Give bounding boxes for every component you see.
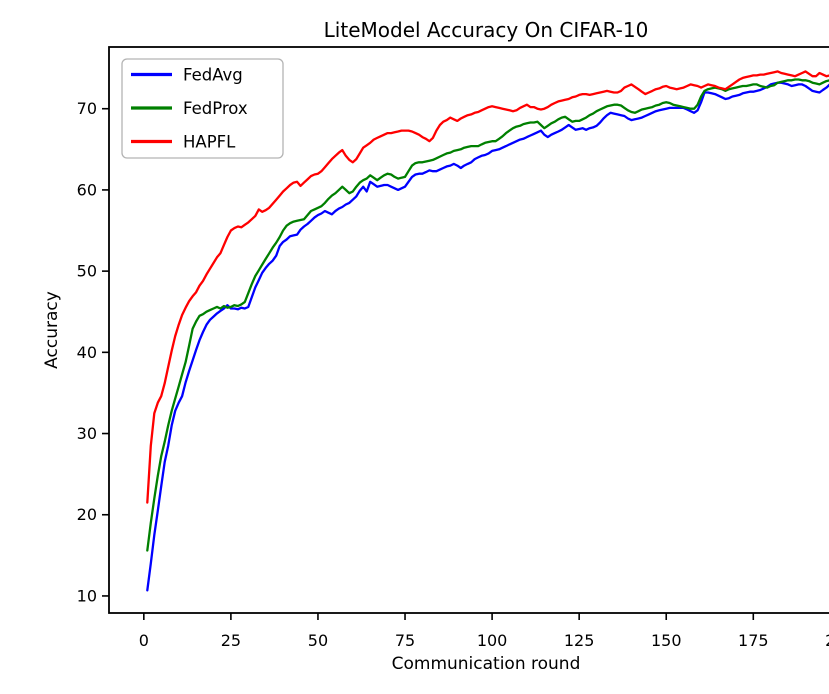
series-line-fedprox <box>146 78 829 552</box>
y-tick-label: 40 <box>77 343 97 362</box>
chart-title: LiteModel Accuracy On CIFAR-10 <box>324 18 649 42</box>
legend-label-fedavg: FedAvg <box>183 65 243 84</box>
legend-box <box>121 58 284 159</box>
x-tick-label: 175 <box>738 631 769 650</box>
legend-label-hapfl: HAPFL <box>183 132 236 151</box>
axes-frame <box>108 46 829 614</box>
y-tick-label: 50 <box>77 262 97 281</box>
x-tick-label: 200 <box>825 631 829 650</box>
line-chart-svg: 0 25 50 75 100 125 150 175 200 10 20 30 40 50 60 70 Lite… <box>42 18 829 674</box>
x-tick-label: 75 <box>395 631 415 650</box>
x-tick-label: 25 <box>221 631 241 650</box>
x-tick-label: 150 <box>651 631 682 650</box>
y-tick-label: 20 <box>77 505 97 524</box>
x-tick-label: 100 <box>477 631 508 650</box>
x-tick-label: 125 <box>564 631 595 650</box>
y-tick-label: 30 <box>77 424 97 443</box>
x-tick-label: 50 <box>308 631 328 650</box>
series-line-fedavg <box>146 81 829 592</box>
chart-figure: 0 25 50 75 100 125 150 175 200 10 20 30 40 50 60 70 Lite… <box>40 16 829 678</box>
y-tick-label: 60 <box>77 180 97 199</box>
y-tick-label: 70 <box>77 99 97 118</box>
x-axis-label: Communication round <box>392 654 581 674</box>
x-tick-label: 0 <box>139 631 149 650</box>
legend-label-fedprox: FedProx <box>183 99 248 118</box>
y-axis-label: Accuracy <box>42 291 62 369</box>
y-tick-label: 10 <box>77 586 97 605</box>
series-line-hapfl <box>146 70 829 504</box>
